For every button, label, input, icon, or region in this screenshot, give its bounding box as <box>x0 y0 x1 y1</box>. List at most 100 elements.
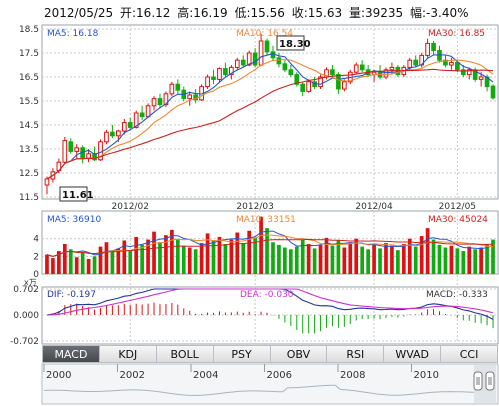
candle-up <box>234 59 240 68</box>
price-tick-label: 12.5 <box>19 169 39 179</box>
candle-up <box>205 76 210 88</box>
price-tick-label: 15.5 <box>19 97 39 107</box>
ma10-line <box>46 58 494 180</box>
volume-bar-up <box>98 246 103 274</box>
moving-averages <box>46 53 494 180</box>
volume-bar-up <box>152 231 156 274</box>
volume-bar-down <box>283 247 287 274</box>
volume-bar-down <box>223 244 228 274</box>
navigator-year-label: 2010 <box>414 370 439 381</box>
tab-wvad[interactable]: WVAD <box>384 345 442 363</box>
open-value: 16.12 <box>136 6 170 20</box>
navigator-year-label: 2004 <box>193 370 218 381</box>
volume-bar-up <box>259 216 263 274</box>
volume-bar-down <box>330 245 335 274</box>
volume-bar-up <box>187 247 192 274</box>
candle-up <box>151 98 157 107</box>
volume-bar-down <box>461 251 466 274</box>
candle-down <box>157 98 163 106</box>
max-price-label: 18.30 <box>279 39 311 50</box>
tab-kdj[interactable]: KDJ <box>99 345 157 363</box>
tab-cci[interactable]: CCI <box>441 345 498 363</box>
volume-ma10-line <box>46 234 493 257</box>
volume-bar-down <box>193 249 198 274</box>
change-label: 幅: <box>410 5 426 20</box>
volume-value: 39235 <box>365 6 403 20</box>
candle-up <box>62 140 68 163</box>
change-value: -3.40% <box>426 6 468 20</box>
volume-bar-down <box>211 240 216 274</box>
candle-down <box>472 69 478 80</box>
candle-down <box>454 62 460 71</box>
volume-bar-down <box>336 240 341 274</box>
candle-up <box>466 69 472 76</box>
candle-down <box>282 63 288 71</box>
candle-up <box>246 52 252 66</box>
volume-bar-down <box>80 252 85 274</box>
tab-boll[interactable]: BOLL <box>156 345 214 363</box>
date-tick-label: 2012/03 <box>236 202 273 212</box>
candle-down <box>110 131 115 137</box>
close-label: 收: <box>292 6 308 20</box>
volume-bar-up <box>45 254 49 274</box>
candle-up <box>258 40 264 66</box>
volume-bar-down <box>271 242 275 274</box>
volume-bar-down <box>294 246 299 274</box>
volume-bar-up <box>235 232 240 274</box>
volume-bar-down <box>431 239 436 274</box>
macd-axis: 0.702 0.000 -0.702 <box>10 285 39 347</box>
macd-tick-label: 0.000 <box>13 311 39 321</box>
navigator-handle-right[interactable] <box>485 371 495 391</box>
volume-bar-up <box>354 238 359 274</box>
vol-legend-ma10: MA10: 33151 <box>236 215 296 225</box>
volume-bar-up <box>247 230 252 274</box>
candle-down <box>270 51 276 59</box>
volume-bar-up <box>229 239 234 274</box>
volume-tick-label: 4 <box>33 235 39 245</box>
candle-up <box>407 59 413 68</box>
candle-up <box>425 42 430 56</box>
tab-macd[interactable]: MACD <box>42 345 100 363</box>
candle-up <box>306 81 312 92</box>
date-tick-label: 2012/02 <box>112 202 149 212</box>
volume-bar-down <box>437 244 442 274</box>
macd-legend-dif: DIF: -0.197 <box>47 290 96 300</box>
candle-up <box>44 178 50 186</box>
tab-obv[interactable]: OBV <box>270 345 328 363</box>
candle-up <box>163 93 169 106</box>
indicator-tabs: MACD KDJ BOLL PSY OBV RSI WVAD CCI <box>42 345 498 363</box>
candle-down <box>294 74 300 85</box>
tab-psy[interactable]: PSY <box>213 345 271 363</box>
volume-bar-down <box>378 248 382 274</box>
volume-unit-label: x万 <box>24 278 37 287</box>
volume-bar-down <box>110 250 115 274</box>
date-axis: 2012/02 2012/03 2012/04 2012/05 <box>112 202 476 212</box>
navigator-handle-left[interactable] <box>473 371 483 391</box>
candle-down <box>211 76 216 80</box>
volume-bar-up <box>324 237 329 274</box>
volume-bar-down <box>443 247 448 274</box>
macd-legend-macd: MACD: -0.333 <box>426 290 488 300</box>
volume-bar-down <box>140 244 144 274</box>
price-axis: 18.5 17.5 16.5 15.5 14.5 13.5 12.5 11.5 <box>19 25 39 203</box>
date-tick-label: 2012/05 <box>439 202 476 212</box>
volume-label: 量: <box>349 6 365 20</box>
candle-down <box>264 40 270 53</box>
price-tick-label: 18.5 <box>19 25 39 35</box>
min-price-label: 11.61 <box>62 190 94 201</box>
candle-up <box>121 122 127 132</box>
volume-bar-up <box>372 244 376 274</box>
max-price-callout: 18.30 <box>276 35 311 51</box>
volume-bar-down <box>360 246 365 274</box>
volume-bar-up <box>122 240 127 274</box>
volume-bar-up <box>57 251 61 274</box>
volume-bar-up <box>116 248 121 274</box>
candle-down <box>336 74 341 90</box>
volume-bar-up <box>479 247 483 274</box>
volume-moving-averages <box>46 230 494 257</box>
macd-tick-label: -0.702 <box>10 337 39 347</box>
volume-bars <box>45 216 495 274</box>
candle-down <box>252 52 258 66</box>
tab-rsi[interactable]: RSI <box>327 345 385 363</box>
price-tick-label: 11.5 <box>19 193 39 203</box>
